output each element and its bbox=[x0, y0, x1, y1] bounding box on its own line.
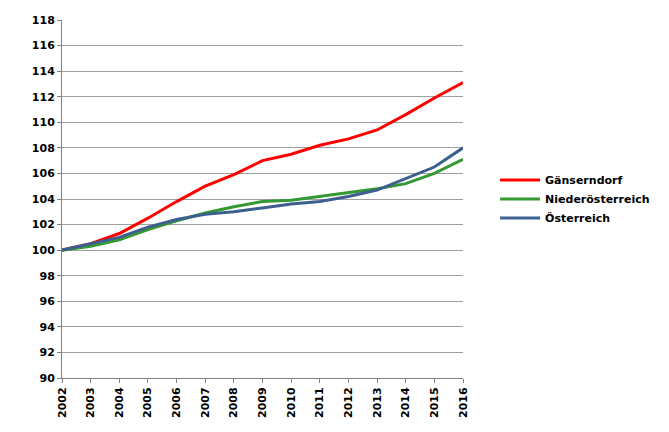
svg-text:Niederösterreich: Niederösterreich bbox=[545, 193, 649, 206]
svg-text:96: 96 bbox=[39, 295, 55, 308]
svg-text:Gänserndorf: Gänserndorf bbox=[545, 174, 622, 187]
svg-text:102: 102 bbox=[32, 218, 55, 231]
svg-text:2003: 2003 bbox=[84, 387, 97, 418]
svg-text:114: 114 bbox=[32, 65, 55, 78]
svg-text:90: 90 bbox=[39, 372, 55, 385]
svg-text:112: 112 bbox=[32, 91, 55, 104]
svg-text:2014: 2014 bbox=[399, 387, 412, 418]
svg-text:104: 104 bbox=[32, 193, 55, 206]
svg-text:2006: 2006 bbox=[170, 387, 183, 418]
svg-text:2008: 2008 bbox=[227, 387, 240, 418]
svg-text:92: 92 bbox=[39, 346, 54, 359]
svg-text:2011: 2011 bbox=[313, 387, 326, 418]
svg-text:2004: 2004 bbox=[113, 387, 126, 418]
svg-text:2007: 2007 bbox=[199, 387, 212, 418]
svg-text:108: 108 bbox=[32, 142, 55, 155]
svg-text:106: 106 bbox=[32, 167, 55, 180]
svg-text:2010: 2010 bbox=[285, 387, 298, 418]
svg-text:100: 100 bbox=[32, 244, 55, 257]
svg-text:2016: 2016 bbox=[457, 387, 470, 418]
svg-text:118: 118 bbox=[32, 14, 55, 27]
svg-text:116: 116 bbox=[32, 39, 55, 52]
svg-text:2009: 2009 bbox=[256, 387, 269, 418]
svg-text:110: 110 bbox=[32, 116, 55, 129]
svg-text:94: 94 bbox=[39, 321, 55, 334]
svg-text:Österreich: Österreich bbox=[545, 211, 610, 225]
svg-text:2005: 2005 bbox=[142, 387, 155, 418]
svg-text:2013: 2013 bbox=[371, 387, 384, 418]
svg-text:98: 98 bbox=[39, 270, 54, 283]
svg-text:2002: 2002 bbox=[56, 387, 69, 418]
svg-text:2015: 2015 bbox=[428, 387, 441, 418]
svg-text:2012: 2012 bbox=[342, 387, 355, 418]
